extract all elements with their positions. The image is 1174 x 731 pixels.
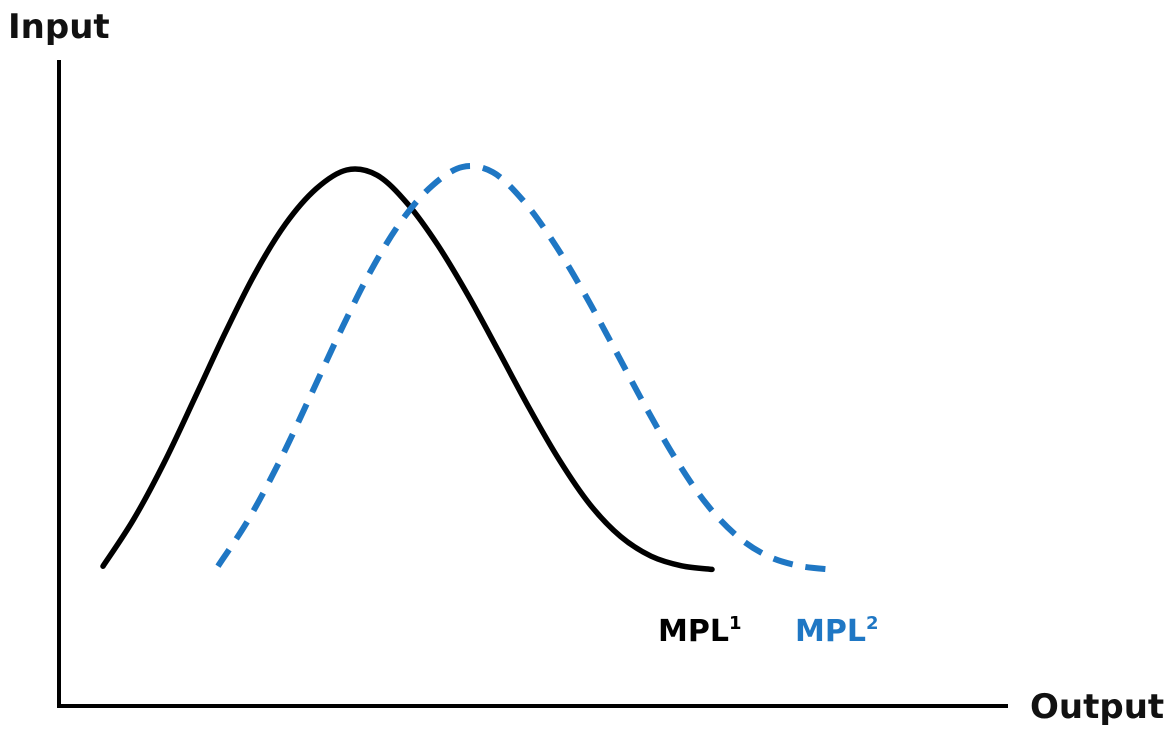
x-axis-title: Output <box>1030 687 1164 727</box>
series-mpl1-line <box>100 166 715 573</box>
y-axis-title: Input <box>8 7 110 47</box>
series-mpl2-line <box>215 163 830 573</box>
series-mpl1-label: MPL1 <box>658 613 742 649</box>
series-mpl2-label: MPL2 <box>795 613 879 649</box>
